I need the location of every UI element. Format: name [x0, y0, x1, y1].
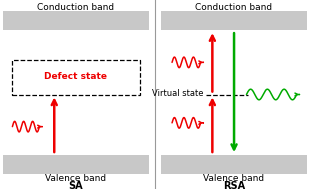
- Text: Valence band: Valence band: [203, 174, 265, 183]
- Text: Virtual state: Virtual state: [152, 89, 203, 98]
- Text: Valence band: Valence band: [45, 174, 107, 183]
- Text: Defect state: Defect state: [44, 72, 108, 81]
- Text: Conduction band: Conduction band: [196, 3, 272, 12]
- Bar: [3, 11, 149, 30]
- Text: RSA: RSA: [223, 181, 245, 189]
- Bar: [3, 155, 149, 174]
- Text: SA: SA: [69, 181, 83, 189]
- Bar: [12, 60, 140, 94]
- Text: Conduction band: Conduction band: [38, 3, 114, 12]
- Bar: [161, 11, 307, 30]
- Bar: [161, 155, 307, 174]
